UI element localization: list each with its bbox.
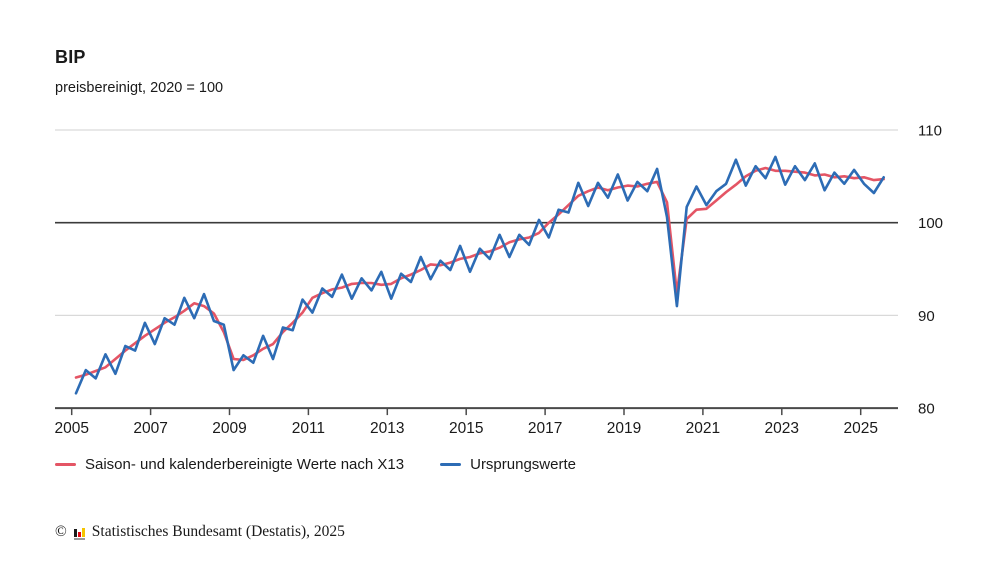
- x-axis-tick-label: 2021: [686, 420, 720, 437]
- x-axis-tick-label: 2017: [528, 420, 562, 437]
- chart-legend: Saison- und kalenderbereinigte Werte nac…: [55, 456, 576, 473]
- x-axis-tick-label: 2019: [607, 420, 641, 437]
- x-axis-tick-label: 2005: [54, 420, 88, 437]
- source-attribution: © Statistisches Bundesamt (Destatis), 20…: [55, 523, 345, 541]
- series-line-adjusted: [74, 166, 886, 379]
- x-axis-tick-label: 2009: [212, 420, 246, 437]
- x-axis-tick-label: 2025: [843, 420, 877, 437]
- adjusted-series-swatch: [55, 462, 76, 467]
- x-axis-tick-label: 2013: [370, 420, 404, 437]
- y-axis-tick-label: 80: [918, 401, 935, 418]
- legend-item-original: Ursprungswerte: [440, 456, 576, 473]
- series-line-original: [74, 155, 886, 395]
- x-axis-tick-label: 2007: [133, 420, 167, 437]
- legend-label-original: Ursprungswerte: [470, 456, 576, 473]
- legend-item-adjusted: Saison- und kalenderbereinigte Werte nac…: [55, 456, 404, 473]
- destatis-logo-icon: [73, 525, 85, 540]
- y-axis-tick-label: 90: [918, 308, 935, 325]
- copyright-symbol: ©: [55, 523, 67, 540]
- original-series-swatch: [440, 462, 462, 467]
- x-axis-tick-label: 2023: [765, 420, 799, 437]
- chart-title: BIP: [55, 47, 86, 67]
- y-axis-tick-label: 100: [918, 215, 943, 232]
- chart-subtitle: preisbereinigt, 2020 = 100: [55, 80, 224, 96]
- y-axis-tick-label: 110: [918, 123, 942, 140]
- source-text: Statistisches Bundesamt (Destatis), 2025: [91, 523, 345, 540]
- x-axis-tick-label: 2015: [449, 420, 483, 437]
- legend-label-adjusted: Saison- und kalenderbereinigte Werte nac…: [85, 456, 405, 473]
- x-axis-tick-label: 2011: [292, 420, 325, 437]
